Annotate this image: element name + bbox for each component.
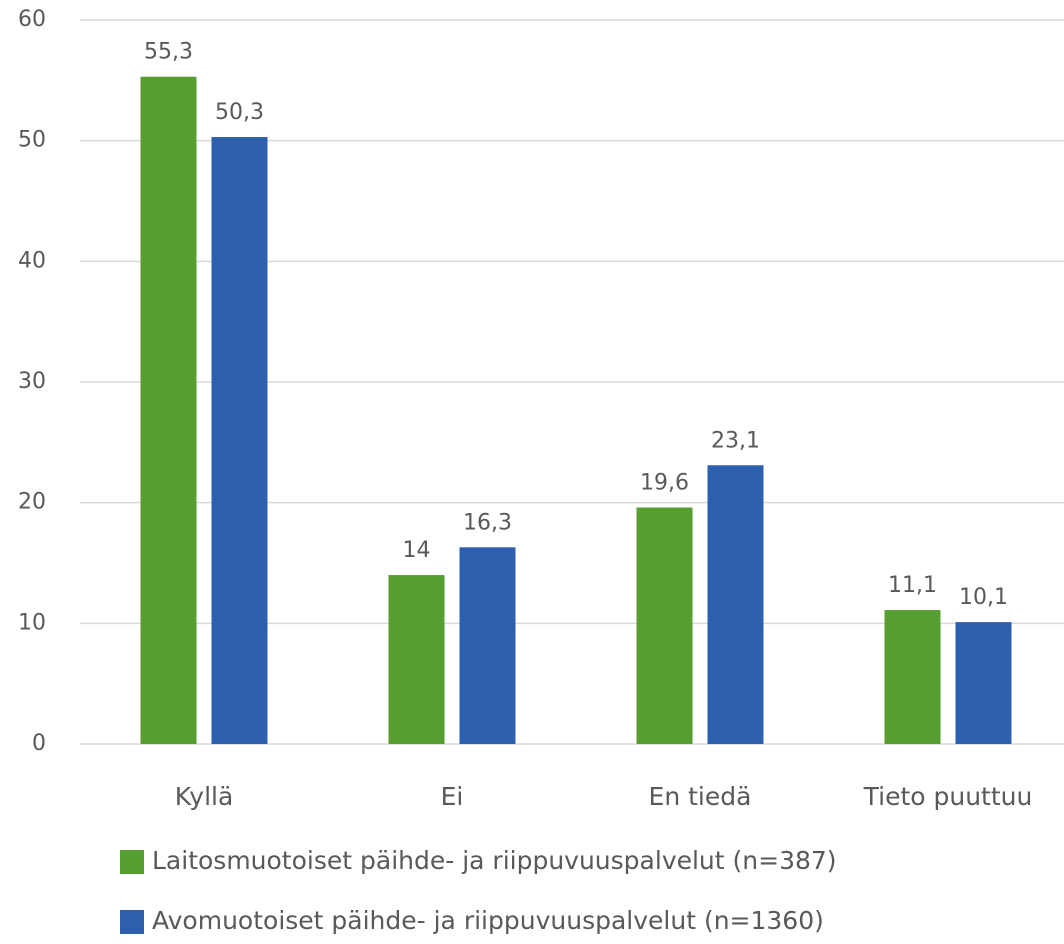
data-label: 23,1 — [711, 428, 760, 453]
x-tick-label: Ei — [441, 782, 464, 811]
data-label: 14 — [403, 538, 431, 563]
legend-swatch — [120, 910, 144, 934]
bar — [459, 547, 516, 744]
y-tick-label: 50 — [18, 128, 46, 153]
data-label: 16,3 — [463, 510, 512, 535]
bar — [955, 622, 1012, 744]
data-label: 50,3 — [215, 100, 264, 125]
x-tick-label: En tiedä — [649, 782, 752, 811]
legend-label: Avomuotoiset päihde- ja riippuvuuspalvel… — [152, 906, 824, 935]
bar — [140, 76, 197, 745]
bar — [636, 507, 693, 744]
y-tick-label: 60 — [18, 7, 46, 32]
data-label: 19,6 — [640, 470, 689, 495]
y-tick-label: 20 — [18, 490, 46, 515]
data-label: 11,1 — [888, 573, 937, 598]
y-tick-label: 40 — [18, 248, 46, 273]
bar — [884, 610, 941, 744]
bar — [707, 465, 764, 744]
legend-label: Laitosmuotoiset päihde- ja riippuvuuspal… — [152, 846, 837, 875]
bar — [388, 575, 445, 744]
y-tick-label: 30 — [18, 369, 46, 394]
data-label: 55,3 — [144, 40, 193, 65]
bar — [211, 137, 268, 745]
x-tick-label: Kyllä — [175, 782, 234, 811]
y-tick-label: 0 — [32, 731, 46, 756]
x-tick-label: Tieto puuttuu — [863, 782, 1033, 811]
data-label: 10,1 — [959, 585, 1008, 610]
legend-swatch — [120, 850, 144, 874]
y-tick-label: 10 — [18, 610, 46, 635]
